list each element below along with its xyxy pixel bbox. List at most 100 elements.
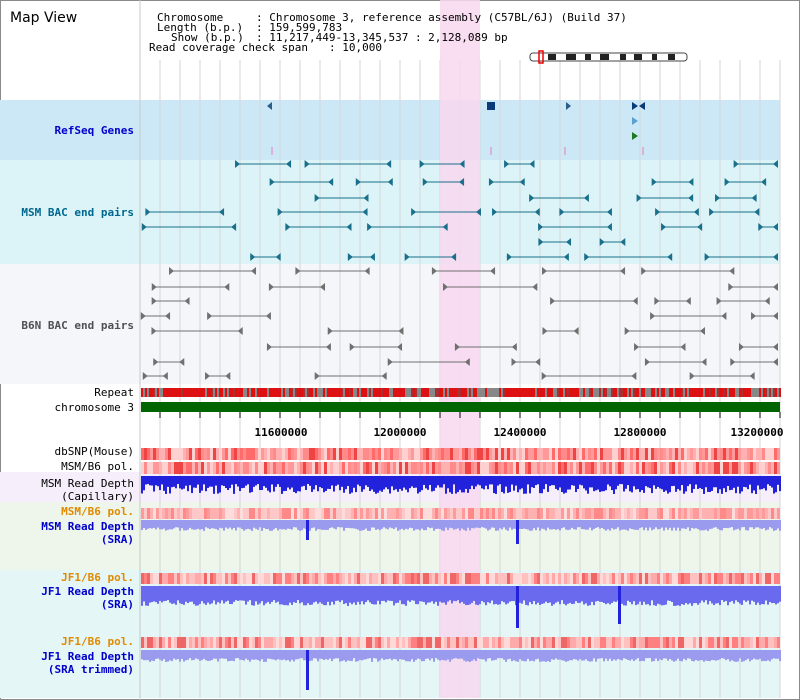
track-label-msm-b6-pol-2[interactable]: MSM/B6 pol. xyxy=(61,505,134,518)
depth-bar xyxy=(471,520,473,529)
depth-bar xyxy=(697,586,699,605)
track-label-refseq-genes[interactable]: RefSeq Genes xyxy=(54,124,134,137)
track-label-jf1-depth-sra-sub[interactable]: (SRA) xyxy=(100,598,134,611)
depth-bar xyxy=(773,586,775,604)
repeat-segment xyxy=(653,388,655,397)
depth-bar xyxy=(451,586,453,604)
depth-bar xyxy=(239,520,241,528)
depth-bar xyxy=(151,520,153,529)
repeat-segment xyxy=(551,388,553,397)
depth-bar xyxy=(455,650,457,659)
repeat-segment xyxy=(299,388,301,397)
repeat-segment xyxy=(209,388,211,397)
depth-bar xyxy=(511,476,513,485)
track-label-jf1-b6-pol-2[interactable]: JF1/B6 pol. xyxy=(61,635,134,648)
depth-bar xyxy=(271,476,273,485)
depth-bar xyxy=(605,520,607,531)
track-label-jf1-depth-trimmed[interactable]: JF1 Read Depth xyxy=(41,650,134,663)
heat-cell xyxy=(603,508,606,519)
repeat-segment xyxy=(717,388,719,397)
heat-cell xyxy=(372,573,375,584)
depth-bar xyxy=(659,520,661,530)
depth-bar xyxy=(215,650,217,659)
heat-cell xyxy=(687,508,690,519)
heat-cell xyxy=(732,462,735,474)
heat-cell xyxy=(213,448,216,460)
repeat-segment xyxy=(183,388,185,397)
depth-bar xyxy=(337,586,339,601)
depth-bar xyxy=(753,586,755,602)
heat-cell xyxy=(441,637,444,648)
depth-bar xyxy=(223,586,225,604)
depth-bar xyxy=(231,520,233,530)
depth-bar xyxy=(695,520,697,529)
depth-bar xyxy=(525,650,527,662)
heat-cell xyxy=(756,448,759,460)
depth-bar xyxy=(577,476,579,490)
depth-bar xyxy=(475,650,477,662)
heat-cell xyxy=(276,462,279,474)
heat-cell xyxy=(636,508,639,519)
repeat-segment xyxy=(727,388,729,397)
depth-bar xyxy=(193,520,195,530)
track-label-msm-depth-sra-sub[interactable]: (SRA) xyxy=(100,533,134,546)
heat-cell xyxy=(474,448,477,460)
track-label-jf1-b6-pol[interactable]: JF1/B6 pol. xyxy=(61,571,134,584)
depth-bar xyxy=(243,650,245,661)
heat-cell xyxy=(318,637,321,648)
repeat-segment xyxy=(487,388,489,397)
depth-bar xyxy=(679,650,681,662)
track-label-jf1-depth-sra[interactable]: JF1 Read Depth xyxy=(41,585,134,598)
ideogram-band xyxy=(634,54,642,60)
heat-cell xyxy=(549,448,552,460)
depth-bar xyxy=(247,586,249,602)
ideogram-band xyxy=(668,54,675,60)
depth-bar xyxy=(415,520,417,530)
b6n-bac-pair-head xyxy=(207,312,213,320)
b6n-bac-pair-head xyxy=(237,327,243,335)
depth-bar xyxy=(559,520,561,531)
depth-bar xyxy=(205,586,207,605)
repeat-segment xyxy=(647,388,649,397)
depth-bar xyxy=(341,586,343,601)
repeat-segment xyxy=(171,388,173,397)
depth-bar xyxy=(423,650,425,662)
heat-cell xyxy=(675,573,678,584)
depth-bar xyxy=(389,520,391,528)
heat-cell xyxy=(186,637,189,648)
heat-cell xyxy=(291,637,294,648)
depth-bar xyxy=(299,586,301,604)
track-label-msm-bac[interactable]: MSM BAC end pairs xyxy=(21,206,134,219)
depth-bar xyxy=(433,520,435,531)
repeat-segment xyxy=(511,388,513,397)
repeat-segment xyxy=(333,388,335,397)
depth-bar xyxy=(479,586,481,605)
heat-cell xyxy=(318,462,321,474)
heat-cell xyxy=(429,508,432,519)
depth-bar xyxy=(245,650,247,659)
heat-cell xyxy=(240,637,243,648)
depth-bar xyxy=(263,520,265,528)
depth-bar xyxy=(671,520,673,531)
track-label-b6n-bac[interactable]: B6N BAC end pairs xyxy=(21,319,134,332)
heat-cell xyxy=(753,573,756,584)
track-label-msm-depth-sra[interactable]: MSM Read Depth xyxy=(41,520,134,533)
depth-bar xyxy=(417,520,419,530)
heat-cell xyxy=(303,573,306,584)
depth-bar xyxy=(167,476,169,487)
msm-bac-pair-head xyxy=(285,223,291,231)
depth-bar xyxy=(425,520,427,531)
heat-cell xyxy=(207,462,210,474)
b6n-bac-pair-head xyxy=(295,267,301,275)
heat-cell xyxy=(288,448,291,460)
heat-cell xyxy=(543,637,546,648)
heat-cell xyxy=(681,448,684,460)
track-label-jf1-depth-trimmed-sub[interactable]: (SRA trimmed) xyxy=(47,663,134,676)
depth-bar xyxy=(529,586,531,603)
depth-bar xyxy=(767,520,769,530)
heat-cell xyxy=(432,448,435,460)
b6n-bac-pair-head xyxy=(764,297,770,305)
depth-bar xyxy=(249,650,251,662)
repeat-segment xyxy=(189,388,191,397)
